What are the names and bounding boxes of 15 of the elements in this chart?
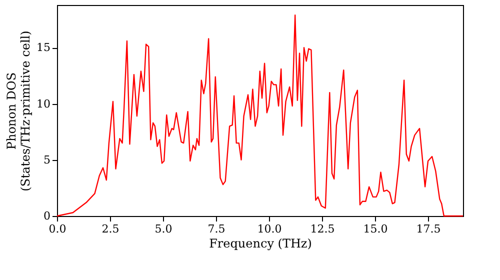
x-tick-label: 15.0 [363, 222, 388, 236]
x-tick-label: 0.0 [48, 222, 66, 236]
y-tick-label: 10 [36, 97, 50, 110]
x-tick-label: 5.0 [154, 222, 172, 236]
x-tick-label: 12.5 [310, 222, 335, 236]
y-tick-label: 0 [44, 210, 50, 222]
y-tick-label: 15 [36, 41, 50, 54]
y-tick-label: 5 [44, 153, 50, 166]
x-tick-label: 17.5 [416, 222, 441, 236]
x-axis-title: Frequency (THz) [209, 236, 312, 250]
line-series [56, 14, 464, 217]
x-tick-label: 7.5 [208, 222, 226, 236]
x-tick-label: 10.0 [257, 222, 282, 236]
x-tick-label: 2.5 [102, 222, 120, 236]
y-axis-title: Phonon DOS (States/THz·primitive cell) [4, 30, 33, 192]
